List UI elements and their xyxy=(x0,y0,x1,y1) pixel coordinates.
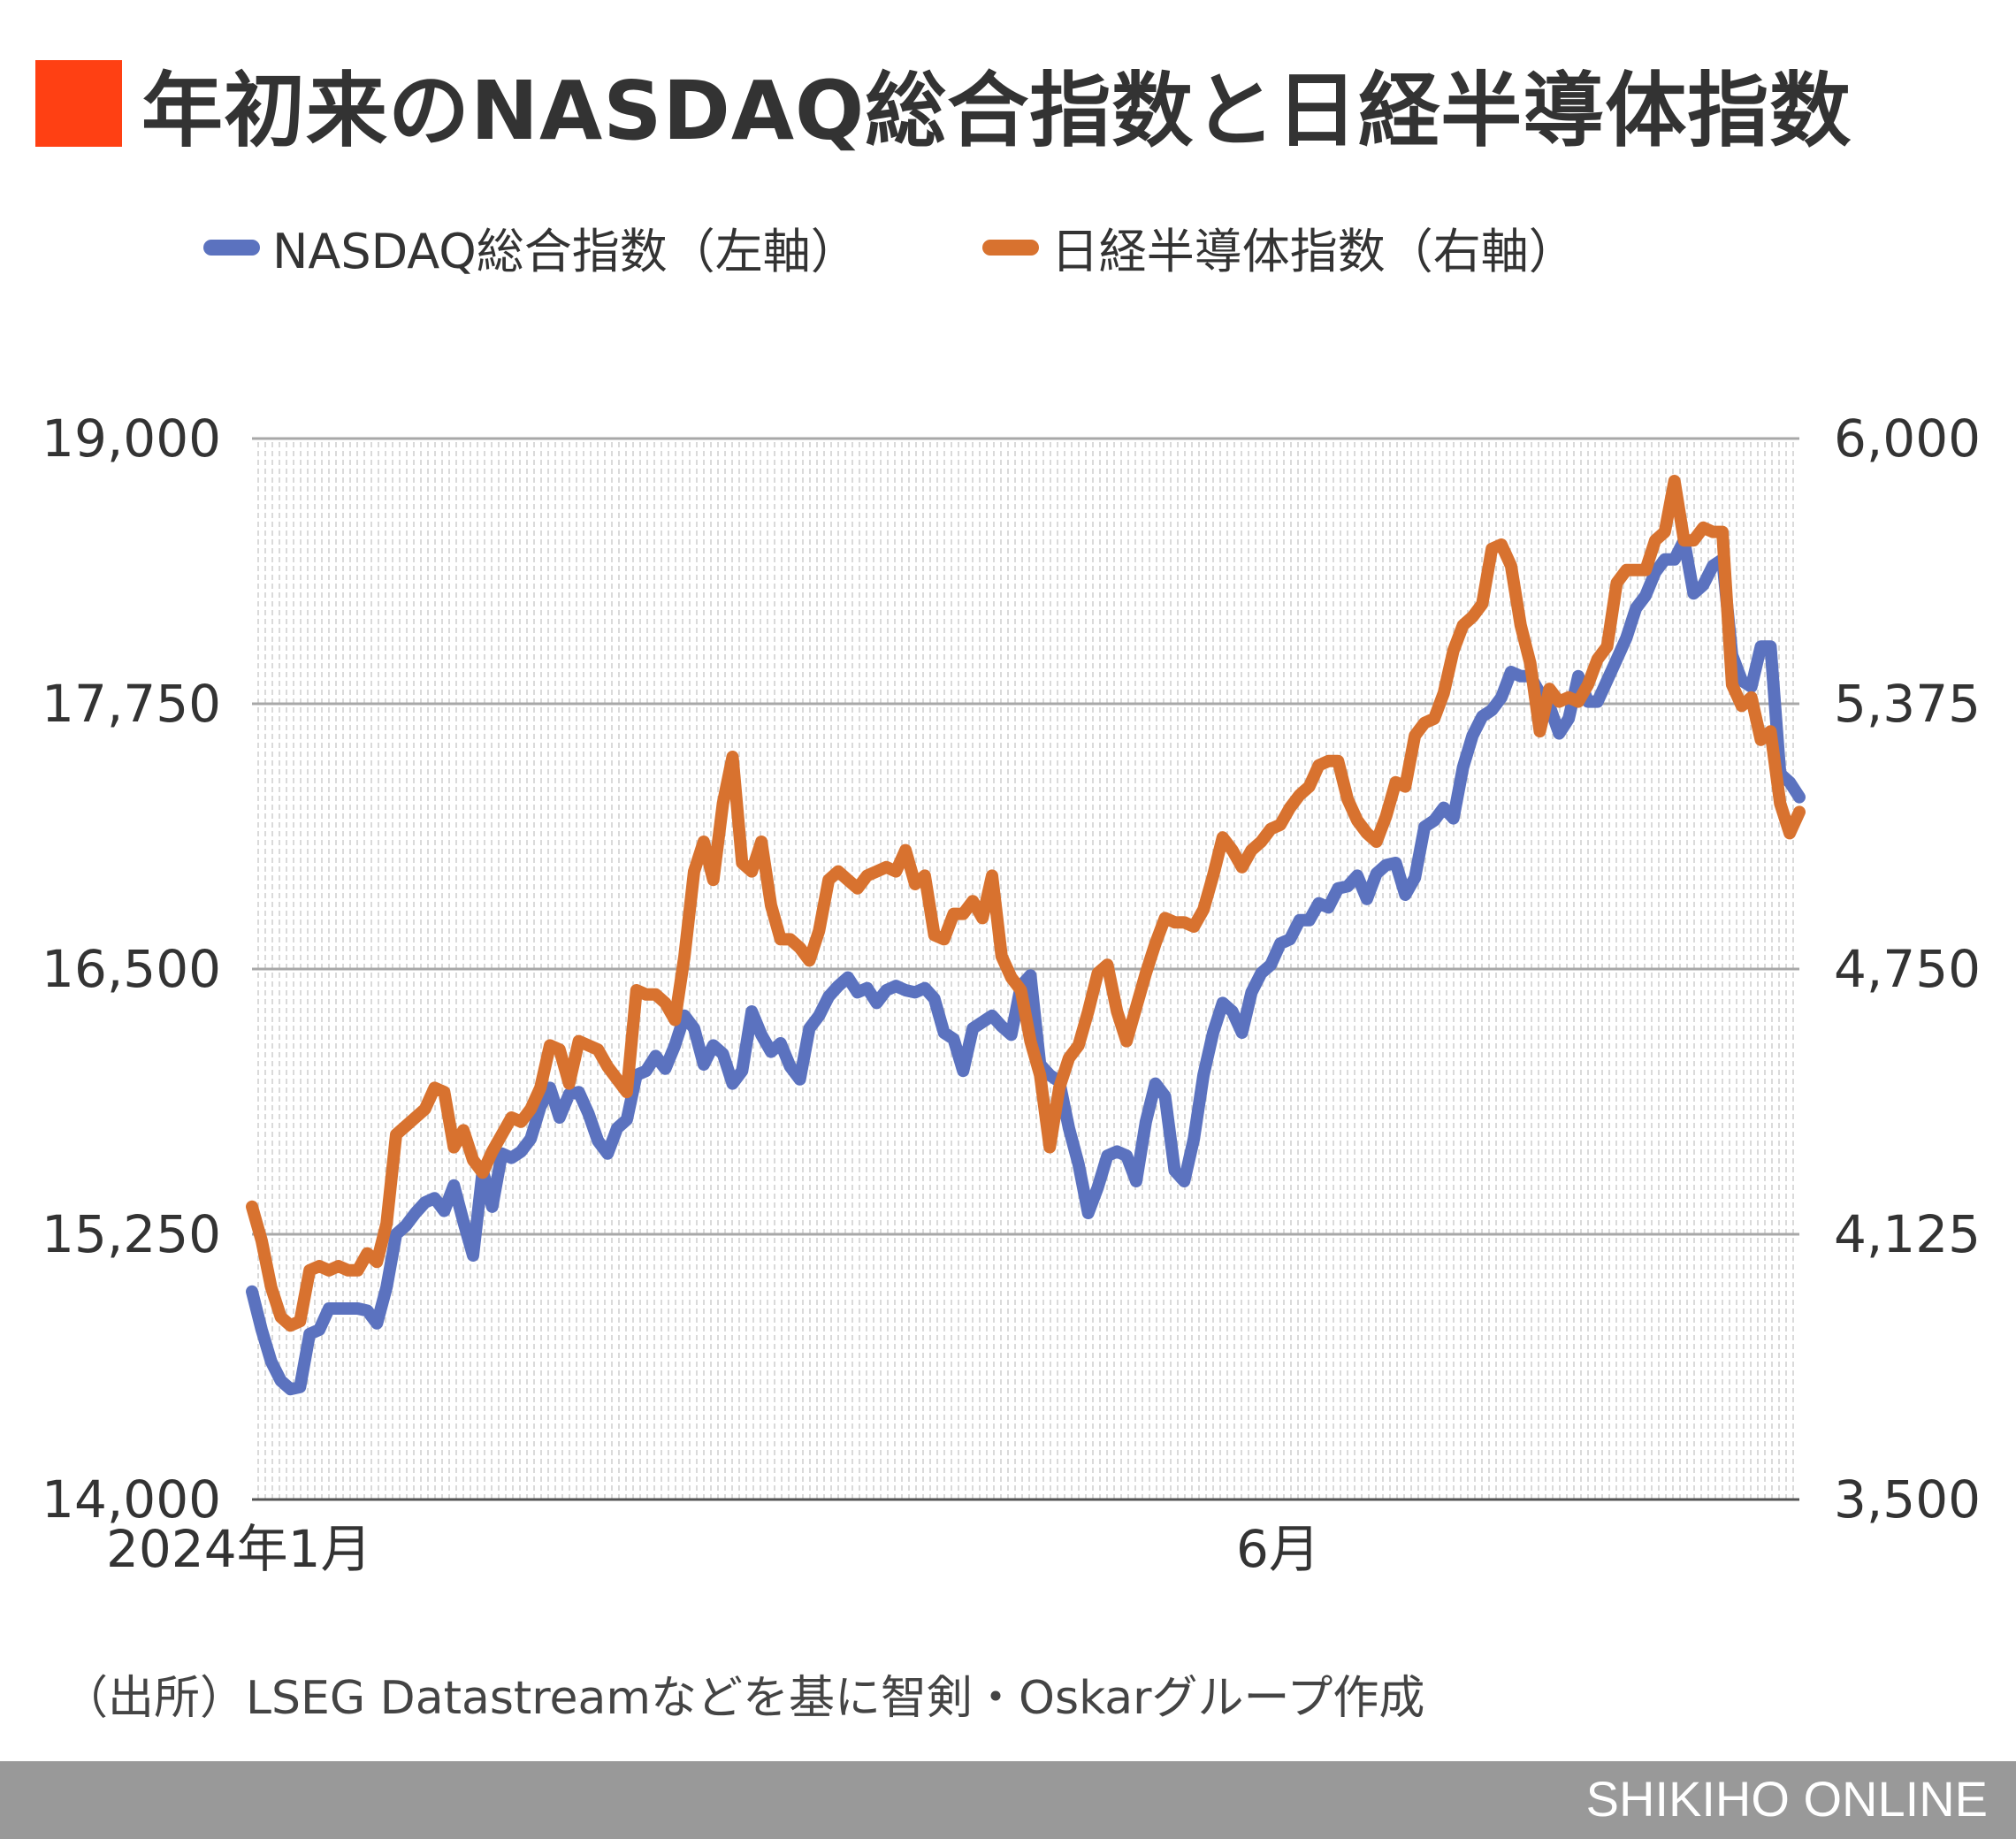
left-tick-label: 19,000 xyxy=(42,408,221,469)
left-tick-label: 14,000 xyxy=(42,1469,221,1530)
title-marker xyxy=(35,60,122,147)
gridlines xyxy=(252,437,1799,1501)
source-note: （出所）LSEG Datastreamなどを基に智剣・Oskarグループ作成 xyxy=(62,1672,1425,1725)
series-lines xyxy=(246,475,1806,1396)
legend-label-nasdaq: NASDAQ総合指数（左軸） xyxy=(272,224,859,279)
series-line-nasdaq xyxy=(246,534,1806,1396)
legend-label-nikkei-semi: 日経半導体指数（右軸） xyxy=(1050,224,1577,279)
legend-swatch-nasdaq xyxy=(203,239,260,256)
x-axis-ticks: 2024年1月 6月 xyxy=(106,1519,1320,1579)
left-tick-label: 16,500 xyxy=(42,939,221,999)
right-tick-label: 4,125 xyxy=(1834,1204,1981,1264)
brand-logo-text: SHIKIHO ONLINE xyxy=(1585,1771,1988,1827)
left-tick-label: 17,750 xyxy=(42,674,221,734)
chart-title: 年初来のNASDAQ総合指数と日経半導体指数 xyxy=(141,63,1852,158)
right-tick-label: 4,750 xyxy=(1834,939,1981,999)
left-tick-label: 15,250 xyxy=(42,1204,221,1264)
legend-item-nikkei-semi: 日経半導体指数（右軸） xyxy=(981,212,1577,282)
line-chart: 19,000 17,750 16,500 15,250 14,000 6,000 5,37… xyxy=(42,408,1981,1579)
footer-bar: SHIKIHO ONLINE xyxy=(0,1761,2016,1839)
right-axis-ticks: 6,000 5,375 4,750 4,125 3,500 xyxy=(1834,408,1981,1530)
legend-item-nasdaq: NASDAQ総合指数（左軸） xyxy=(203,212,859,282)
right-tick-label: 5,375 xyxy=(1834,674,1981,734)
x-tick-label: 6月 xyxy=(1236,1519,1320,1579)
left-axis-ticks: 19,000 17,750 16,500 15,250 14,000 xyxy=(42,408,221,1530)
chart-title-row: 年初来のNASDAQ総合指数と日経半導体指数 xyxy=(35,55,1852,158)
legend-swatch-nikkei-semi xyxy=(981,239,1039,256)
chart-legend: NASDAQ総合指数（左軸） 日経半導体指数（右軸） xyxy=(203,212,1700,282)
x-tick-label: 2024年1月 xyxy=(106,1519,372,1579)
right-tick-label: 6,000 xyxy=(1834,408,1981,469)
series-line-nikkei-semi xyxy=(246,475,1806,1332)
right-tick-label: 3,500 xyxy=(1834,1469,1981,1530)
